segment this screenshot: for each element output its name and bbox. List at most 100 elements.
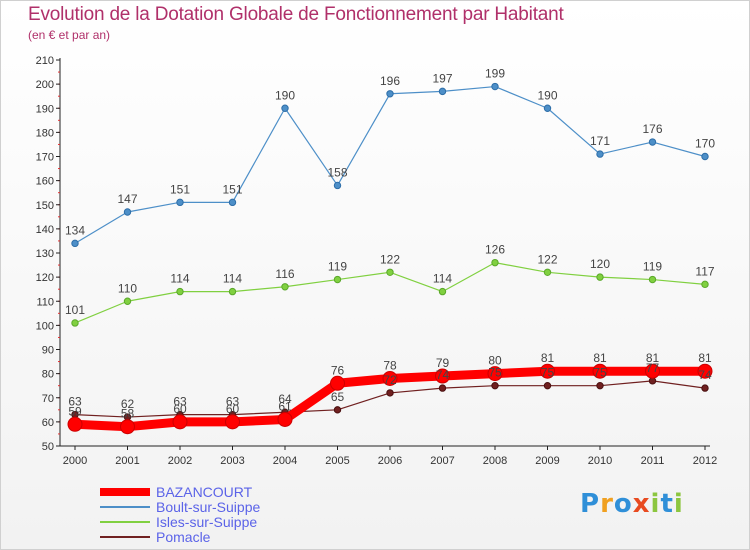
x-tick-label: 2011 — [641, 455, 665, 467]
x-tick-label: 2009 — [535, 455, 559, 467]
data-label-pomacle: 63 — [68, 395, 82, 409]
data-point-pomacle — [386, 389, 394, 397]
y-tick-label: 120 — [36, 272, 54, 284]
data-point-isles-sur-suippe — [281, 283, 289, 291]
data-label-bazancourt: 61 — [278, 399, 292, 413]
y-tick-label: 210 — [36, 55, 54, 67]
data-label-boult-sur-suippe: 170 — [695, 137, 715, 151]
legend-label: Boult-sur-Suippe — [156, 499, 261, 515]
data-point-boult-sur-suippe — [281, 104, 289, 112]
legend-label: BAZANCOURT — [156, 484, 253, 500]
data-label-bazancourt: 60 — [173, 402, 187, 416]
data-label-boult-sur-suippe: 199 — [485, 67, 505, 81]
x-tick-label: 2001 — [115, 455, 139, 467]
data-point-isles-sur-suippe — [543, 268, 552, 276]
x-tick-label: 2003 — [220, 455, 244, 467]
x-tick-label: 2007 — [430, 455, 454, 467]
x-tick-label: 2004 — [273, 455, 297, 467]
data-point-boult-sur-suippe — [648, 138, 657, 146]
y-tick-label: 200 — [36, 79, 54, 91]
data-point-isles-sur-suippe — [71, 319, 79, 327]
data-label-pomacle: 74 — [698, 368, 712, 382]
data-label-isles-sur-suippe: 122 — [380, 252, 400, 266]
data-point-boult-sur-suippe — [333, 181, 342, 190]
y-tick-label: 160 — [36, 176, 54, 188]
y-tick-label: 170 — [36, 152, 54, 164]
data-label-bazancourt: 80 — [488, 354, 502, 368]
x-tick-label: 2012 — [693, 455, 717, 467]
data-label-boult-sur-suippe: 196 — [380, 74, 400, 88]
data-label-bazancourt: 81 — [541, 351, 555, 365]
data-point-bazancourt — [225, 414, 240, 430]
data-label-pomacle: 63 — [226, 395, 240, 409]
data-label-bazancourt: 81 — [698, 351, 712, 365]
data-point-boult-sur-suippe — [228, 198, 237, 207]
data-point-isles-sur-suippe — [386, 268, 394, 276]
y-tick-label: 100 — [36, 320, 54, 332]
data-point-isles-sur-suippe — [701, 280, 709, 289]
legend-item: Pomacle — [100, 529, 360, 545]
data-label-pomacle: 75 — [593, 366, 607, 380]
data-label-boult-sur-suippe: 176 — [642, 122, 662, 136]
data-label-isles-sur-suippe: 122 — [537, 252, 557, 266]
y-tick-label: 150 — [36, 200, 54, 212]
logo-letter: i — [673, 489, 684, 519]
logo-letter: x — [632, 489, 651, 519]
data-point-pomacle — [438, 384, 447, 392]
data-label-isles-sur-suippe: 114 — [170, 272, 189, 286]
data-label-pomacle: 62 — [121, 397, 135, 411]
proxiti-logo: Proxiti — [580, 489, 684, 519]
legend-item: Isles-sur-Suippe — [100, 514, 360, 530]
chart-title: Evolution de la Dotation Globale de Fonc… — [28, 4, 564, 25]
data-label-pomacle: 75 — [541, 366, 555, 380]
data-label-isles-sur-suippe: 126 — [485, 243, 505, 257]
y-tick-label: 190 — [36, 103, 54, 115]
y-tick-label: 60 — [42, 417, 54, 429]
data-point-bazancourt — [645, 363, 660, 379]
data-point-bazancourt — [120, 419, 135, 435]
data-point-boult-sur-suippe — [491, 82, 499, 91]
legend-swatch — [100, 506, 150, 508]
data-label-boult-sur-suippe: 190 — [275, 88, 295, 102]
data-point-bazancourt — [435, 368, 450, 384]
data-point-isles-sur-suippe — [176, 287, 184, 296]
data-point-bazancourt — [540, 363, 555, 379]
data-point-isles-sur-suippe — [438, 287, 447, 296]
data-label-isles-sur-suippe: 119 — [328, 260, 347, 274]
y-tick-label: 70 — [42, 393, 54, 405]
data-label-bazancourt: 58 — [121, 407, 135, 421]
data-label-pomacle: 75 — [488, 366, 502, 380]
x-tick-label: 2010 — [588, 455, 612, 467]
data-label-boult-sur-suippe: 151 — [222, 182, 242, 196]
y-tick-label: 90 — [42, 345, 54, 357]
data-point-isles-sur-suippe — [491, 258, 499, 267]
data-point-boult-sur-suippe — [123, 208, 132, 216]
data-label-isles-sur-suippe: 101 — [65, 303, 85, 317]
data-point-bazancourt — [487, 366, 503, 382]
chart-legend: BAZANCOURT Boult-sur-Suippe Isles-sur-Suip… — [100, 484, 360, 545]
data-label-boult-sur-suippe: 171 — [590, 134, 610, 148]
data-label-pomacle: 72 — [383, 373, 397, 387]
data-label-boult-sur-suippe: 147 — [117, 192, 137, 206]
data-point-pomacle — [701, 384, 709, 392]
data-point-bazancourt — [67, 416, 83, 432]
data-label-pomacle: 63 — [173, 395, 187, 409]
data-label-isles-sur-suippe: 114 — [223, 272, 242, 286]
data-point-bazancourt — [330, 375, 345, 391]
x-tick-label: 2008 — [483, 455, 507, 467]
chart-subtitle: (en € et par an) — [28, 28, 111, 42]
data-label-isles-sur-suippe: 110 — [118, 281, 137, 295]
data-label-isles-sur-suippe: 119 — [643, 260, 662, 274]
logo-letter: r — [600, 489, 614, 519]
y-tick-label: 180 — [36, 127, 54, 139]
series-line-boult-sur-suippe — [74, 85, 706, 244]
data-point-pomacle — [543, 381, 552, 390]
data-label-bazancourt: 78 — [383, 358, 397, 372]
data-point-isles-sur-suippe — [333, 275, 342, 284]
legend-item: BAZANCOURT — [100, 484, 360, 500]
data-point-boult-sur-suippe — [176, 198, 184, 207]
y-tick-label: 110 — [36, 296, 54, 308]
data-label-pomacle: 77 — [646, 361, 660, 375]
x-tick-label: 2000 — [63, 455, 87, 467]
data-point-pomacle — [491, 381, 499, 390]
